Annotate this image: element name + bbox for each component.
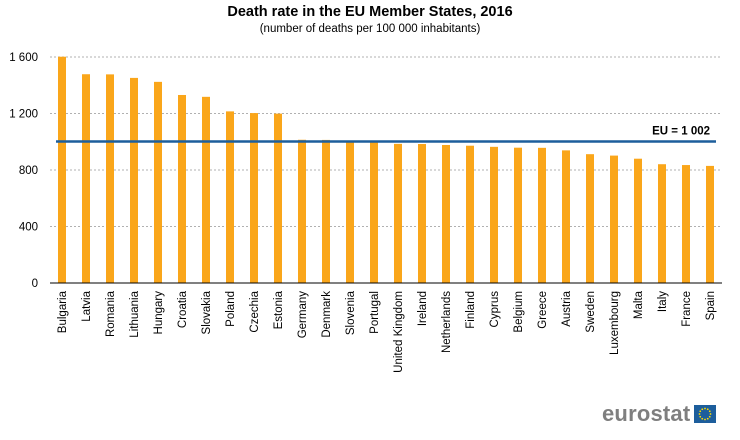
bar bbox=[490, 146, 498, 283]
y-tick-label: 1 200 bbox=[9, 109, 38, 121]
bar bbox=[226, 111, 234, 283]
bar bbox=[58, 56, 66, 283]
x-tick-label: Poland bbox=[225, 291, 237, 327]
bar bbox=[274, 113, 282, 283]
eu-average-label: EU = 1 002 bbox=[652, 125, 710, 137]
x-tick-label: Finland bbox=[465, 291, 477, 329]
bar bbox=[250, 113, 258, 283]
x-tick-label: Hungary bbox=[153, 291, 165, 335]
y-tick-label: 0 bbox=[32, 278, 38, 290]
bar bbox=[562, 150, 570, 283]
x-tick-label: Cyprus bbox=[489, 291, 501, 328]
x-tick-label: Czechia bbox=[249, 290, 261, 332]
logo-text: eurostat bbox=[602, 401, 691, 426]
bar bbox=[706, 165, 714, 283]
bar bbox=[322, 139, 330, 283]
bar bbox=[418, 144, 426, 283]
bar bbox=[154, 81, 162, 283]
x-tick-label: Netherlands bbox=[441, 291, 453, 353]
bar bbox=[514, 147, 522, 283]
bar bbox=[394, 143, 402, 283]
bar bbox=[106, 74, 114, 283]
x-tick-label: Malta bbox=[633, 290, 645, 319]
bar bbox=[466, 145, 474, 283]
bar bbox=[298, 139, 306, 283]
x-tick-label: Italy bbox=[657, 291, 669, 312]
bar bbox=[202, 96, 210, 284]
chart-subtitle: (number of deaths per 100 000 inhabitant… bbox=[259, 23, 481, 35]
x-tick-label: Germany bbox=[297, 291, 309, 339]
y-tick-label: 1 600 bbox=[9, 52, 38, 64]
bar bbox=[538, 147, 546, 283]
x-tick-label: Belgium bbox=[513, 291, 525, 333]
bar bbox=[178, 94, 186, 283]
bar bbox=[442, 144, 450, 283]
bar bbox=[130, 77, 138, 283]
y-tick-label: 400 bbox=[19, 222, 38, 234]
x-tick-label: Luxembourg bbox=[609, 291, 621, 355]
bars bbox=[58, 56, 714, 284]
x-tick-label: Latvia bbox=[81, 290, 93, 321]
bar bbox=[82, 74, 90, 283]
tick-labels: 0 400 800 1 200 1 600 Bulgaria Latvia Romania Li… bbox=[9, 52, 717, 373]
bar bbox=[586, 154, 594, 283]
chart-title: Death rate in the EU Member States, 2016 bbox=[227, 4, 513, 20]
bar-chart: EU = 1 002 0 400 800 1 200 1 600 Bulgaria Latv… bbox=[9, 52, 722, 373]
x-tick-label: France bbox=[681, 291, 693, 327]
y-tick-label: 800 bbox=[19, 165, 38, 177]
x-tick-label: Estonia bbox=[273, 290, 285, 329]
bar bbox=[346, 141, 354, 283]
x-tick-label: Romania bbox=[105, 290, 117, 337]
bar bbox=[370, 142, 378, 283]
x-tick-label: Ireland bbox=[417, 291, 429, 326]
bar bbox=[658, 164, 666, 283]
x-tick-label: Bulgaria bbox=[57, 290, 69, 333]
x-tick-label: Sweden bbox=[585, 291, 597, 333]
bar bbox=[634, 158, 642, 283]
reference-line-group: EU = 1 002 bbox=[56, 125, 716, 143]
x-tick-label: Austria bbox=[561, 290, 573, 326]
bar bbox=[610, 155, 618, 283]
x-tick-label: Denmark bbox=[321, 291, 333, 338]
x-tick-label: Lithuania bbox=[129, 290, 141, 337]
x-tick-label: Portugal bbox=[369, 291, 381, 334]
x-tick-label: Slovakia bbox=[201, 290, 213, 334]
x-tick-label: Croatia bbox=[177, 290, 189, 328]
x-tick-label: Slovenia bbox=[345, 290, 357, 335]
x-tick-label: Greece bbox=[537, 291, 549, 329]
x-tick-label: Spain bbox=[705, 291, 717, 320]
bar bbox=[682, 165, 690, 283]
x-tick-label: United Kingdom bbox=[393, 291, 405, 373]
eurostat-logo: eurostat bbox=[602, 401, 717, 426]
eu-flag-icon bbox=[694, 405, 717, 423]
